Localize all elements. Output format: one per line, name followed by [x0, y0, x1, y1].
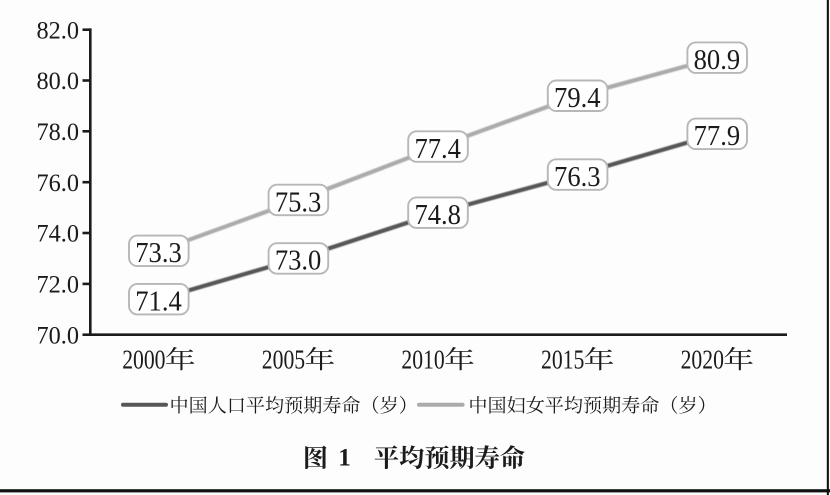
- svg-text:77.4: 77.4: [414, 133, 461, 165]
- svg-text:2005: 2005: [262, 344, 305, 374]
- svg-text:73.3: 73.3: [135, 237, 182, 269]
- svg-text:78.0: 78.0: [37, 118, 80, 146]
- svg-text:80.0: 80.0: [37, 67, 80, 95]
- svg-text:74.8: 74.8: [414, 199, 461, 231]
- svg-text:2010: 2010: [401, 344, 444, 374]
- svg-text:76.3: 76.3: [554, 161, 601, 193]
- svg-text:2000: 2000: [122, 344, 165, 374]
- svg-text:79.4: 79.4: [554, 82, 601, 114]
- svg-text:1: 1: [338, 445, 351, 472]
- svg-text:71.4: 71.4: [135, 285, 182, 317]
- svg-text:2020: 2020: [681, 344, 724, 374]
- svg-text:70.0: 70.0: [37, 321, 80, 349]
- svg-text:75.3: 75.3: [275, 186, 322, 218]
- svg-text:73.0: 73.0: [275, 245, 322, 277]
- svg-text:2015: 2015: [541, 344, 584, 374]
- svg-text:77.9: 77.9: [694, 120, 741, 152]
- svg-text:82.0: 82.0: [37, 16, 80, 44]
- svg-text:76.0: 76.0: [37, 169, 80, 197]
- svg-text:80.9: 80.9: [694, 44, 741, 76]
- svg-text:72.0: 72.0: [37, 271, 80, 299]
- svg-text:74.0: 74.0: [37, 220, 80, 248]
